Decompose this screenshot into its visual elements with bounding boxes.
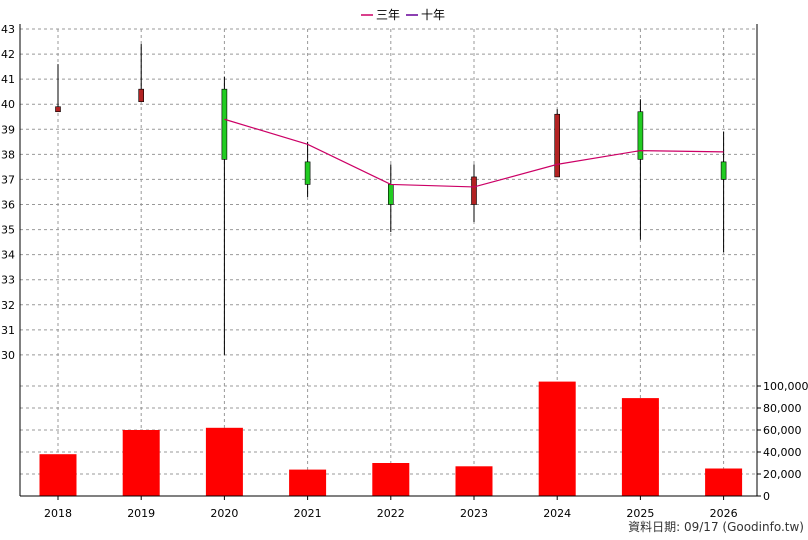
volume-bar	[39, 454, 77, 496]
volume-tick-label: 40,000	[763, 446, 802, 459]
candle-body	[304, 161, 311, 185]
volume-bar	[621, 398, 659, 496]
x-tick-label: 2024	[543, 507, 571, 520]
price-tick-label: 43	[1, 23, 15, 36]
price-tick-label: 33	[1, 274, 15, 287]
price-tick-label: 41	[1, 73, 15, 86]
legend-label-ten-year: 十年	[421, 8, 445, 22]
volume-bar	[289, 469, 327, 496]
candle-body	[55, 106, 61, 113]
volume-tick-label: 20,000	[763, 468, 802, 481]
x-tick-label: 2018	[44, 507, 72, 520]
volume-layer	[39, 381, 743, 496]
price-tick-label: 36	[1, 199, 15, 212]
legend-label-three-year: 三年	[376, 8, 400, 22]
footer-date-source: 資料日期: 09/17 (Goodinfo.tw)	[628, 520, 804, 534]
volume-bar	[372, 463, 410, 496]
candle-body	[221, 88, 228, 160]
candle-body	[138, 88, 144, 103]
price-tick-label: 40	[1, 98, 15, 111]
price-tick-label: 38	[1, 148, 15, 161]
price-tick-label: 31	[1, 324, 15, 337]
grid-layer	[20, 28, 757, 496]
candle-body	[720, 161, 727, 180]
candle-body	[471, 176, 477, 205]
x-tick-label: 2023	[460, 507, 488, 520]
price-tick-label: 35	[1, 224, 15, 237]
series-line	[224, 118, 724, 188]
candle-body	[554, 113, 561, 178]
volume-tick-label: 60,000	[763, 424, 802, 437]
volume-tick-label: 100,000	[763, 380, 808, 393]
volume-tick-label: 80,000	[763, 402, 802, 415]
candle-body	[637, 111, 644, 160]
x-tick-label: 2022	[377, 507, 405, 520]
price-tick-label: 39	[1, 123, 15, 136]
price-tick-label: 42	[1, 48, 15, 61]
price-tick-label: 34	[1, 249, 15, 262]
volume-bar	[205, 427, 243, 496]
candle-body	[387, 184, 394, 205]
x-tick-label: 2025	[626, 507, 654, 520]
candle-layer	[55, 44, 727, 355]
price-tick-label: 37	[1, 173, 15, 186]
x-tick-label: 2019	[127, 507, 155, 520]
legend: 三年 十年	[361, 8, 445, 22]
volume-bar	[455, 466, 493, 496]
axis-layer: 30 31 32 33 34 35 36 37 38 39 40 41 42 43 0 20,000 40,00…	[1, 23, 808, 520]
volume-bar	[122, 430, 160, 496]
volume-tick-label: 0	[763, 490, 770, 503]
price-tick-label: 32	[1, 299, 15, 312]
x-tick-label: 2026	[710, 507, 738, 520]
x-tick-label: 2020	[210, 507, 238, 520]
line-layer	[224, 118, 724, 188]
volume-bar	[538, 381, 576, 496]
x-tick-label: 2021	[294, 507, 322, 520]
volume-bar	[705, 468, 743, 496]
price-tick-label: 30	[1, 349, 15, 362]
